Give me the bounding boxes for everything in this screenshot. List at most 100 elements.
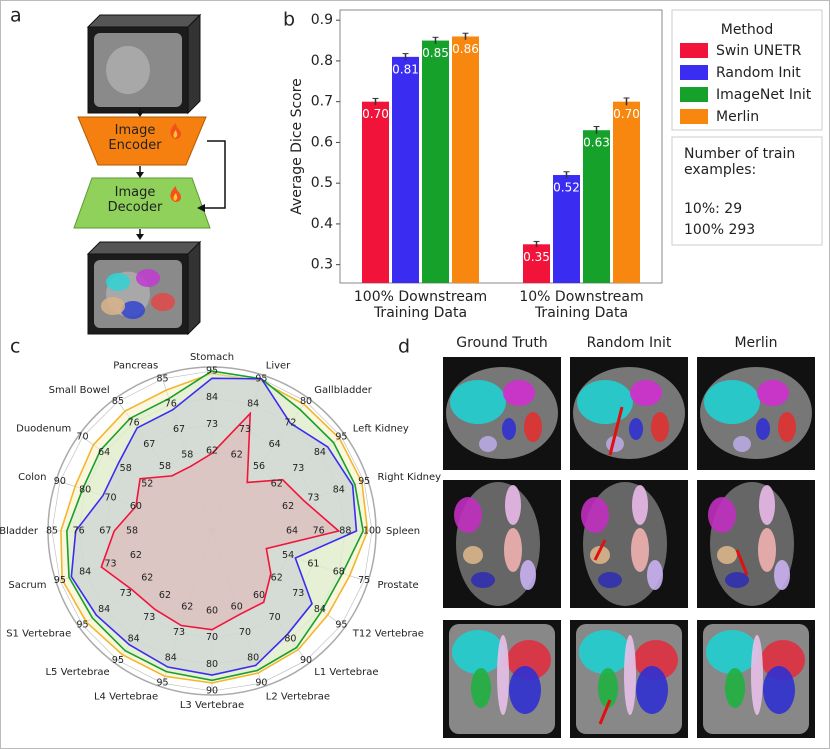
axis-name: Pancreas bbox=[113, 361, 158, 372]
segment bbox=[106, 273, 130, 291]
bar bbox=[583, 130, 610, 283]
axis-name: Gallbladder bbox=[314, 385, 373, 396]
r-tick-label: 95 bbox=[157, 678, 169, 689]
panel-label: b bbox=[283, 9, 295, 31]
segment bbox=[706, 630, 758, 674]
panel-label: c bbox=[10, 336, 20, 358]
segment bbox=[758, 528, 776, 572]
r-tick-label: 60 bbox=[253, 590, 265, 601]
segment bbox=[520, 560, 536, 590]
decoder-label: Image Decoder bbox=[107, 185, 163, 215]
value-label: 0.70 bbox=[362, 107, 389, 121]
r-tick-label: 62 bbox=[271, 478, 283, 489]
segment bbox=[577, 380, 633, 424]
r-tick-label: 80 bbox=[284, 633, 296, 644]
axis-name: Liver bbox=[266, 361, 291, 372]
segment bbox=[151, 293, 175, 311]
segment bbox=[524, 412, 542, 442]
r-tick-label: 60 bbox=[206, 606, 218, 617]
r-tick-label: 70 bbox=[206, 632, 218, 643]
axis-name: T12 Vertebrae bbox=[352, 628, 424, 639]
grid-ring bbox=[51, 370, 373, 692]
segment bbox=[757, 380, 789, 406]
panel-label: a bbox=[10, 5, 22, 27]
bar bbox=[362, 101, 389, 283]
axis-name: Stomach bbox=[190, 352, 234, 363]
r-tick-label: 68 bbox=[333, 567, 345, 578]
segment bbox=[454, 497, 482, 533]
segment bbox=[632, 485, 648, 525]
segment bbox=[725, 572, 749, 588]
segment bbox=[704, 380, 760, 424]
arrow-head bbox=[197, 204, 205, 212]
value-label: 0.52 bbox=[553, 181, 580, 195]
r-tick-label: 73 bbox=[143, 612, 155, 623]
radar-series bbox=[100, 411, 341, 631]
segment bbox=[497, 635, 509, 715]
r-tick-label: 60 bbox=[130, 501, 142, 512]
r-tick-label: 84 bbox=[128, 633, 140, 644]
r-tick-label: 76 bbox=[313, 526, 325, 537]
axis-name: Left Kidney bbox=[353, 424, 409, 435]
r-tick-label: 80 bbox=[206, 659, 218, 670]
x-tick-label: 10% Downstream Training Data bbox=[519, 289, 644, 322]
r-tick-label: 62 bbox=[206, 446, 218, 457]
r-tick-label: 54 bbox=[282, 550, 294, 561]
r-tick-label: 84 bbox=[314, 604, 326, 615]
r-tick-label: 64 bbox=[286, 526, 298, 537]
axis-name: L4 Vertebrae bbox=[94, 691, 158, 702]
axis-name: Duodenum bbox=[16, 424, 71, 435]
r-tick-label: 76 bbox=[128, 418, 140, 429]
bar bbox=[392, 56, 419, 283]
y-tick-label: 0.9 bbox=[311, 12, 333, 28]
axis-name: Right Kidney bbox=[377, 472, 441, 483]
r-tick-label: 84 bbox=[314, 447, 326, 458]
legend-swatch bbox=[680, 43, 708, 58]
r-tick-label: 90 bbox=[54, 476, 66, 487]
value-label: 0.70 bbox=[613, 107, 640, 121]
r-tick-label: 95 bbox=[77, 620, 89, 631]
segment bbox=[463, 546, 483, 564]
bar bbox=[422, 40, 449, 284]
segment bbox=[708, 497, 736, 533]
legend-swatch bbox=[680, 109, 708, 124]
r-tick-label: 52 bbox=[141, 478, 153, 489]
r-tick-label: 73 bbox=[307, 493, 319, 504]
r-tick-label: 58 bbox=[181, 449, 193, 460]
axis-name: Small Bowel bbox=[49, 385, 110, 396]
r-tick-label: 70 bbox=[239, 627, 251, 638]
segment bbox=[631, 528, 649, 572]
r-tick-label: 84 bbox=[165, 652, 177, 663]
flame-core bbox=[173, 193, 178, 201]
r-tick-label: 100 bbox=[363, 526, 381, 537]
r-tick-label: 88 bbox=[339, 526, 351, 537]
note-box bbox=[671, 136, 823, 246]
legend-label: Random Init bbox=[716, 65, 801, 81]
segment bbox=[778, 412, 796, 442]
axis-name: Colon bbox=[18, 472, 46, 483]
outer-ring bbox=[47, 366, 377, 696]
r-tick-label: 85 bbox=[46, 526, 58, 537]
r-tick-label: 70 bbox=[105, 493, 117, 504]
error-arrow bbox=[735, 549, 749, 576]
r-tick-label: 72 bbox=[284, 418, 296, 429]
r-tick-label: 67 bbox=[99, 526, 111, 537]
r-tick-label: 70 bbox=[77, 431, 89, 442]
r-tick-label: 80 bbox=[247, 652, 259, 663]
r-tick-label: 95 bbox=[335, 431, 347, 442]
segment bbox=[751, 635, 763, 715]
r-tick-label: 84 bbox=[333, 484, 345, 495]
y-tick-label: 0.6 bbox=[311, 134, 333, 150]
segment bbox=[579, 630, 631, 674]
axis-name: S1 Vertebrae bbox=[6, 628, 71, 639]
r-tick-label: 58 bbox=[126, 526, 138, 537]
bar bbox=[613, 101, 640, 283]
r-tick-label: 58 bbox=[159, 461, 171, 472]
r-tick-label: 84 bbox=[206, 392, 218, 403]
r-tick-label: 84 bbox=[247, 399, 259, 410]
r-tick-label: 80 bbox=[79, 484, 91, 495]
r-tick-label: 90 bbox=[206, 686, 218, 697]
segment bbox=[503, 380, 535, 406]
value-label: 0.86 bbox=[452, 42, 479, 56]
